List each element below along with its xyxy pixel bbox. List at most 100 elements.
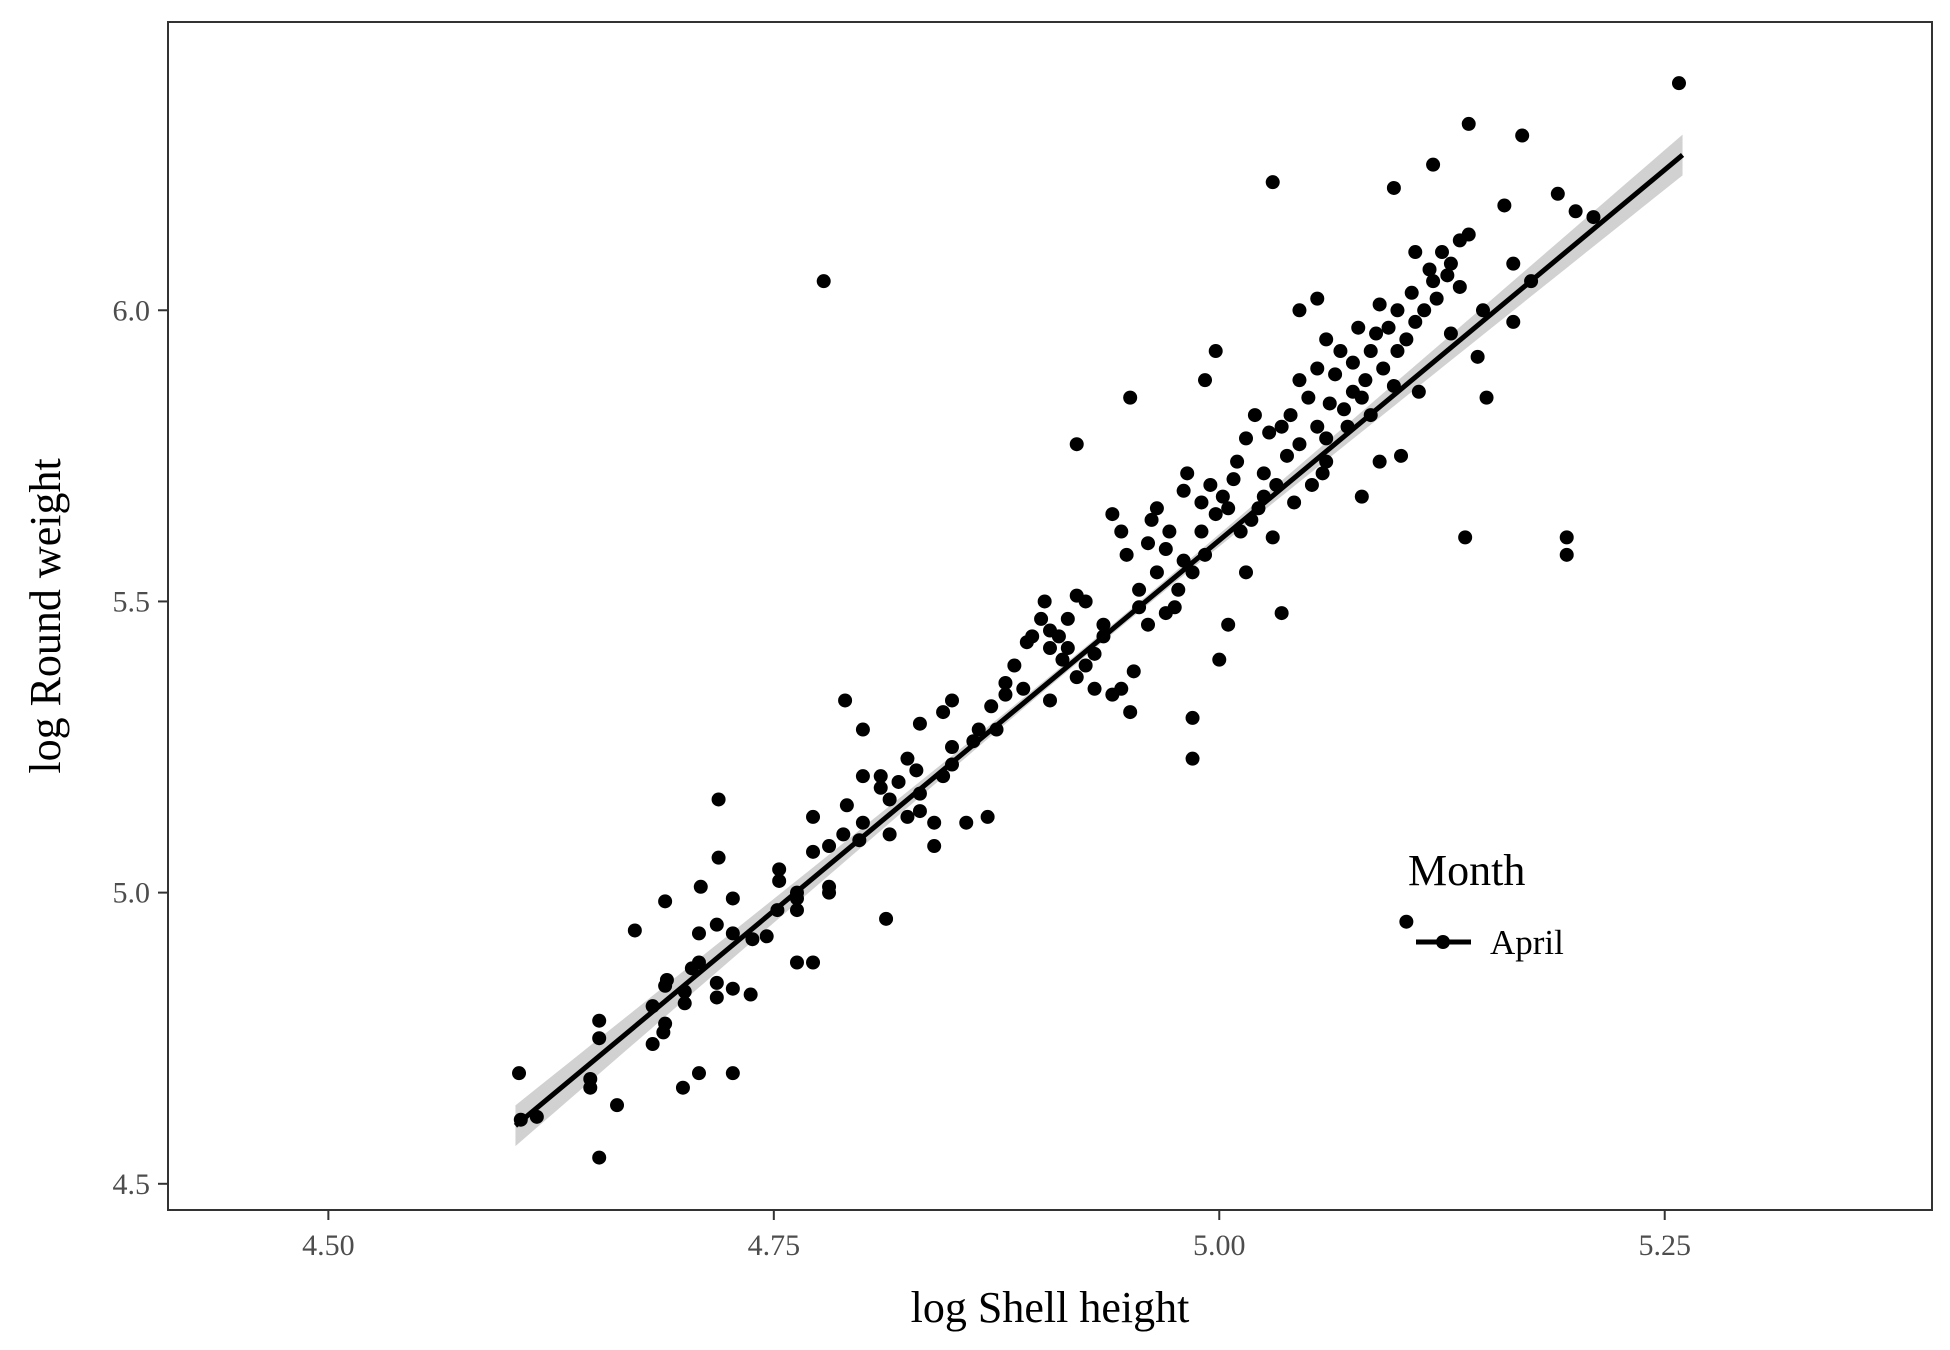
- x-axis-title: log Shell height: [911, 1283, 1190, 1332]
- data-point: [1221, 501, 1236, 516]
- y-tick-label: 5.5: [113, 585, 151, 618]
- data-point: [1203, 477, 1218, 492]
- y-tick-label: 5.0: [113, 877, 151, 910]
- data-point: [1319, 454, 1334, 469]
- data-point: [1363, 344, 1378, 359]
- data-point: [1461, 227, 1476, 242]
- data-point: [1440, 268, 1455, 283]
- data-point: [1141, 617, 1155, 632]
- data-point: [1221, 617, 1236, 632]
- data-point: [709, 975, 724, 990]
- data-point: [1274, 606, 1289, 621]
- data-point: [1185, 751, 1200, 766]
- data-point: [1452, 279, 1467, 294]
- data-point: [1376, 361, 1391, 376]
- data-point: [1429, 291, 1444, 306]
- data-point: [1043, 693, 1057, 708]
- y-tick-label: 6.0: [113, 294, 151, 327]
- data-point: [759, 929, 774, 944]
- data-point: [855, 769, 870, 784]
- data-point: [691, 955, 706, 970]
- data-point: [1411, 384, 1426, 399]
- data-point: [1239, 565, 1253, 580]
- data-point: [1443, 256, 1458, 271]
- data-point: [879, 911, 894, 926]
- data-point: [1381, 320, 1396, 335]
- data-point: [1422, 262, 1437, 277]
- data-point: [1394, 448, 1409, 463]
- data-point: [1399, 914, 1414, 929]
- data-point: [677, 996, 692, 1011]
- data-point: [882, 827, 897, 842]
- data-point: [1470, 349, 1485, 364]
- data-point: [659, 972, 674, 987]
- data-point: [1426, 274, 1441, 289]
- data-point: [900, 809, 915, 824]
- data-point: [743, 987, 758, 1002]
- data-point: [1408, 245, 1423, 260]
- data-point: [1274, 419, 1289, 434]
- data-point: [772, 862, 787, 877]
- data-point: [1144, 512, 1159, 527]
- data-point: [1051, 629, 1066, 644]
- data-point: [1247, 408, 1262, 423]
- data-point: [1506, 256, 1521, 271]
- x-tick-label: 4.50: [302, 1229, 355, 1262]
- data-point: [1132, 582, 1147, 597]
- data-point: [1315, 466, 1330, 481]
- data-point: [1372, 454, 1387, 469]
- data-point: [1212, 652, 1227, 667]
- data-point: [1475, 303, 1490, 318]
- data-point: [627, 923, 642, 938]
- data-point: [1322, 396, 1337, 411]
- data-point: [873, 769, 888, 784]
- data-point: [1292, 437, 1307, 452]
- data-point: [1358, 373, 1373, 388]
- data-point: [1230, 454, 1245, 469]
- data-point: [1497, 198, 1512, 213]
- data-point: [806, 809, 821, 824]
- data-point: [1087, 646, 1102, 661]
- data-point: [1372, 297, 1387, 312]
- data-point: [1390, 303, 1405, 318]
- data-point: [1310, 291, 1325, 306]
- data-point: [998, 675, 1013, 690]
- data-point: [839, 798, 854, 813]
- legend-title: Month: [1408, 846, 1525, 895]
- data-point: [1354, 489, 1369, 504]
- data-point: [1185, 565, 1200, 580]
- data-point: [725, 926, 740, 941]
- data-point: [1265, 530, 1280, 545]
- data-point: [1568, 204, 1583, 219]
- x-tick-label: 4.75: [748, 1229, 801, 1262]
- data-point: [1345, 355, 1360, 370]
- y-axis-title: log Round weight: [21, 458, 70, 773]
- data-point: [1126, 664, 1141, 679]
- data-point: [1171, 582, 1186, 597]
- data-point: [1304, 477, 1319, 492]
- data-point: [1123, 705, 1138, 720]
- data-point: [806, 955, 821, 970]
- legend-key-point: [1436, 935, 1450, 949]
- data-point: [1287, 495, 1302, 510]
- y-axis: 4.5 5.0 5.5 6.0: [113, 294, 168, 1201]
- data-point: [912, 804, 927, 819]
- data-point: [592, 1150, 607, 1165]
- data-point: [1333, 344, 1348, 359]
- data-point: [1185, 710, 1200, 725]
- data-point: [1386, 180, 1401, 195]
- data-point: [822, 839, 837, 854]
- legend: Month April: [1408, 846, 1564, 962]
- data-point: [1123, 390, 1138, 405]
- data-point: [1167, 600, 1182, 615]
- data-point: [1078, 594, 1093, 609]
- data-point: [583, 1080, 598, 1095]
- data-point: [945, 693, 959, 708]
- data-point: [1149, 501, 1164, 516]
- data-point: [1435, 245, 1449, 260]
- data-point: [959, 815, 974, 830]
- data-point: [1194, 495, 1209, 510]
- data-point: [1256, 466, 1271, 481]
- data-point: [936, 705, 951, 720]
